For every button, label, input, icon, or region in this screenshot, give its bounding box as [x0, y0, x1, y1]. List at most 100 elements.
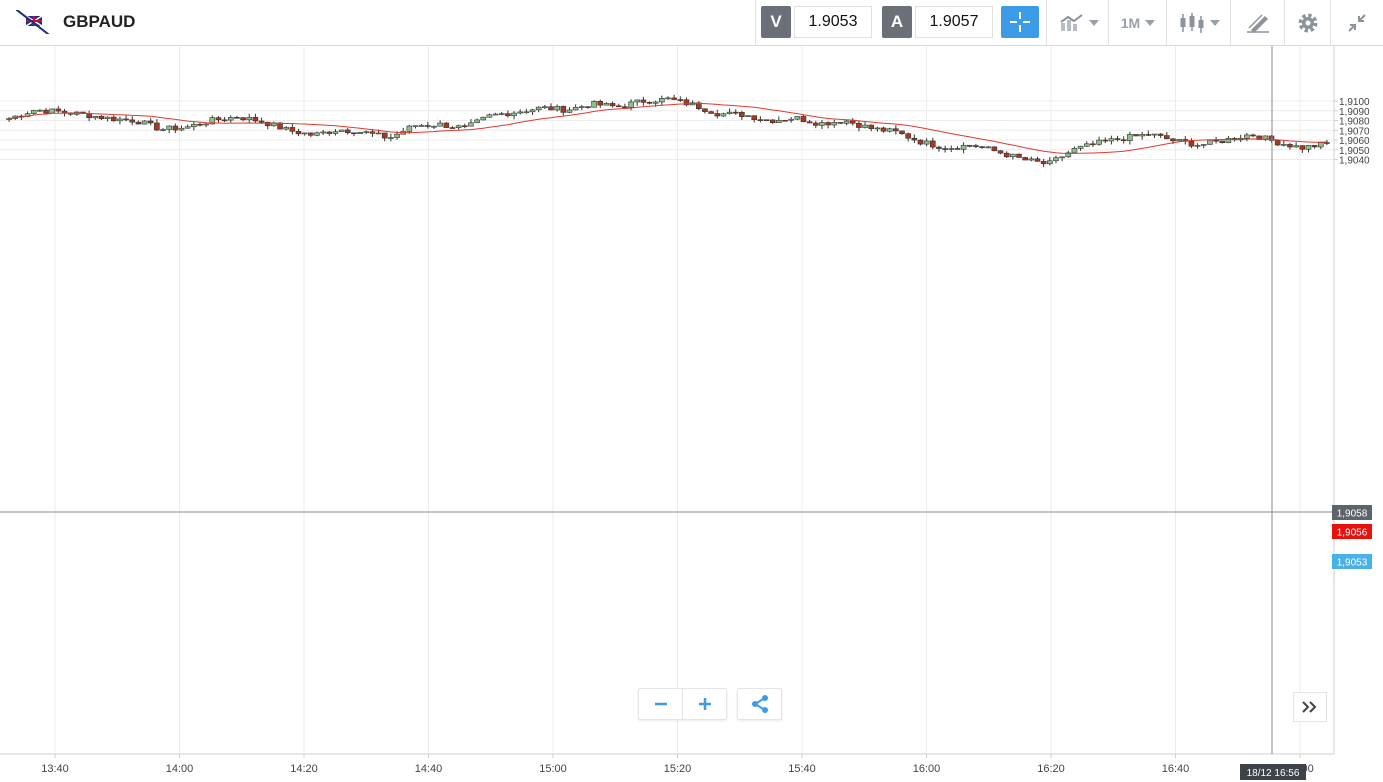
crosshair-button[interactable]	[1001, 6, 1039, 38]
sell-price[interactable]: 1.9053	[794, 6, 872, 38]
bearish-candle	[1219, 140, 1226, 144]
bearish-candle	[702, 108, 708, 112]
candlestick-icon	[1180, 12, 1203, 33]
bullish-candle	[1225, 138, 1232, 144]
share-button[interactable]	[738, 689, 781, 719]
bearish-candle	[911, 137, 918, 141]
bullish-candle	[160, 129, 166, 131]
bullish-candle	[788, 118, 794, 121]
bullish-candle	[227, 117, 234, 121]
bearish-candle	[289, 127, 296, 132]
x-tick-label: 14:00	[166, 763, 194, 775]
bearish-candle	[979, 146, 985, 148]
bearish-candle	[905, 133, 911, 139]
buy-price[interactable]: 1.9057	[915, 6, 993, 38]
bearish-candle	[1022, 157, 1028, 161]
timeframe-dropdown[interactable]: 1M	[1112, 0, 1164, 45]
bullish-candle	[320, 131, 326, 134]
drawing-tools-button[interactable]	[1234, 0, 1282, 45]
bearish-candle	[973, 145, 979, 147]
bearish-candle	[461, 125, 468, 128]
bearish-candle	[893, 128, 899, 132]
bullish-candle	[554, 106, 560, 111]
bearish-candle	[646, 102, 653, 104]
bullish-candle	[498, 113, 505, 115]
bearish-candle	[1040, 161, 1047, 165]
bearish-candle	[997, 150, 1004, 154]
moving-average-line	[9, 102, 1327, 155]
share-control	[737, 688, 782, 720]
bullish-candle	[948, 148, 955, 150]
bullish-candle	[591, 101, 597, 108]
bullish-candle	[1096, 139, 1102, 145]
bearish-candle	[172, 125, 179, 131]
candlestick-series	[6, 94, 1330, 168]
bullish-candle	[652, 101, 659, 104]
x-tick-label: 14:20	[290, 763, 318, 775]
chevron-down-icon	[1145, 19, 1156, 26]
bullish-candle	[1065, 152, 1072, 158]
bearish-candle	[739, 112, 745, 117]
bullish-candle	[511, 112, 517, 117]
bearish-candle	[1299, 145, 1306, 150]
bullish-candle	[659, 98, 665, 103]
bullish-candle	[486, 114, 493, 118]
y-tick-label: 1,9080	[1339, 117, 1370, 128]
bearish-candle	[899, 130, 905, 134]
bullish-candle	[455, 125, 462, 129]
bearish-candle	[369, 131, 376, 134]
zoom-out-icon	[654, 702, 667, 706]
bearish-candle	[55, 108, 62, 112]
collapse-button[interactable]	[1334, 0, 1380, 45]
bearish-candle	[585, 106, 591, 108]
zoom-out-button[interactable]	[639, 689, 682, 719]
bearish-candle	[622, 106, 628, 109]
settings-button[interactable]	[1288, 0, 1328, 45]
bullish-candle	[572, 106, 579, 111]
x-tick-label: 15:40	[788, 763, 816, 775]
bullish-candle	[406, 125, 413, 132]
bullish-candle	[203, 123, 209, 126]
crosshair-price-tag-bg	[1332, 505, 1372, 520]
zoom-controls	[638, 688, 727, 720]
bullish-candle	[191, 124, 197, 128]
toolbar-divider	[1046, 0, 1047, 45]
bullish-candle	[523, 111, 530, 114]
chart-type-button[interactable]	[1170, 0, 1228, 45]
bearish-candle	[548, 106, 554, 111]
bullish-candle	[776, 119, 782, 123]
bearish-candle	[1003, 152, 1010, 158]
bearish-candle	[344, 129, 351, 134]
bearish-candle	[295, 131, 302, 135]
bearish-candle	[769, 119, 776, 123]
bullish-candle	[794, 116, 801, 120]
bearish-candle	[868, 124, 875, 129]
bullish-candle	[1207, 139, 1213, 145]
bearish-candle	[425, 125, 431, 127]
compare-chart-button[interactable]	[1050, 0, 1108, 45]
buy-label[interactable]: A	[882, 6, 912, 38]
bearish-candle	[240, 117, 246, 121]
bearish-candle	[677, 99, 684, 101]
bullish-candle	[843, 120, 850, 124]
bullish-candle	[1305, 145, 1312, 150]
scroll-to-latest-button[interactable]	[1293, 692, 1327, 722]
bullish-candle	[412, 125, 419, 127]
bearish-candle	[708, 111, 714, 114]
y-tick-label: 1,9050	[1339, 146, 1370, 157]
bearish-candle	[954, 148, 961, 150]
bullish-candle	[1151, 133, 1158, 136]
price-chart[interactable]: 1,91001,90901,90801,90701,90601,90501,90…	[0, 46, 1383, 782]
bullish-candle	[1071, 148, 1078, 154]
bearish-candle	[671, 97, 677, 100]
bullish-candle	[517, 111, 524, 114]
zoom-in-button[interactable]	[683, 689, 726, 719]
sell-label[interactable]: V	[761, 6, 791, 38]
bearish-candle	[1213, 139, 1219, 142]
bullish-candle	[104, 116, 111, 120]
bearish-candle	[837, 122, 844, 124]
toolbar-divider	[1330, 0, 1331, 45]
instrument-symbol: GBPAUD	[63, 12, 136, 31]
y-tick-label: 1,9060	[1339, 136, 1370, 147]
collapse-icon	[1348, 13, 1366, 32]
